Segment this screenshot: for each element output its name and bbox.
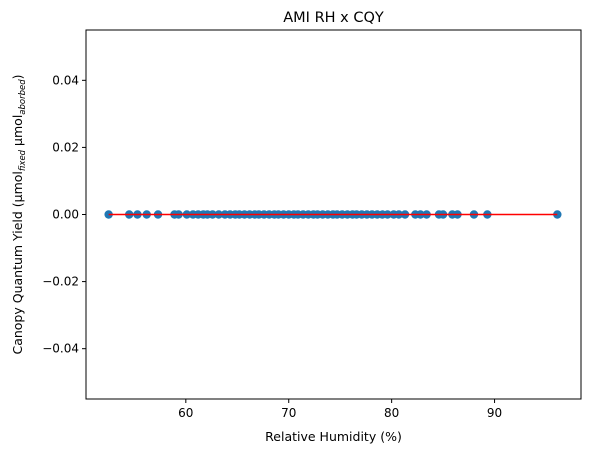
- y-tick-label: 0.04: [52, 73, 79, 87]
- y-axis-label-mid: µmol: [10, 115, 25, 150]
- x-axis: 60 70 80 90: [178, 399, 502, 420]
- y-axis-label-end: ): [10, 74, 25, 79]
- x-tick-label: 70: [281, 406, 296, 420]
- x-tick-label: 60: [178, 406, 193, 420]
- y-tick-label: 0.00: [52, 208, 79, 222]
- y-tick-label: −0.02: [42, 275, 79, 289]
- x-tick-label: 80: [384, 406, 399, 420]
- y-axis: 0.04 0.02 0.00 −0.02 −0.04: [42, 73, 86, 356]
- x-axis-label: Relative Humidity (%): [265, 429, 402, 444]
- x-tick-label: 90: [487, 406, 502, 420]
- data-layer: [104, 210, 562, 219]
- y-axis-label-main: Canopy Quantum Yield (µmol: [10, 171, 25, 354]
- y-tick-label: −0.04: [42, 342, 79, 356]
- y-axis-label: Canopy Quantum Yield (µmolfixed µmolabor…: [10, 74, 28, 354]
- y-axis-label-sub-fixed: fixed: [18, 149, 28, 171]
- chart-title: AMI RH x CQY: [283, 10, 384, 26]
- y-axis-label-sub-absorbed: aborbed: [18, 79, 28, 115]
- y-tick-label: 0.02: [52, 140, 79, 154]
